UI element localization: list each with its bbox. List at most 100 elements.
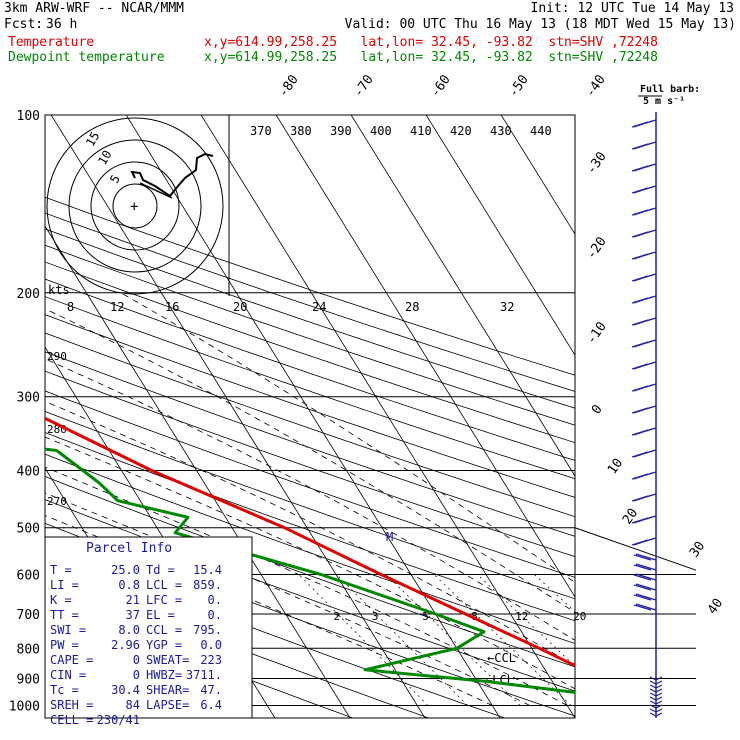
dry-adiabat — [45, 296, 575, 480]
wind-barb — [649, 680, 663, 685]
theta-label: 370 — [250, 124, 272, 138]
wind-speed-label: 28 — [405, 300, 419, 314]
barb-legend-unit: 5 m s⁻¹ — [643, 96, 685, 107]
wind-barb — [633, 593, 657, 601]
parcel-label: PW = — [50, 638, 79, 652]
pressure-label: 500 — [17, 522, 40, 537]
hodograph-ring — [46, 117, 224, 295]
forecast-label: Fcst: — [4, 17, 44, 32]
wind-barb — [631, 471, 657, 480]
dry-adiabat — [45, 332, 575, 518]
pressure-label: 1000 — [9, 699, 40, 714]
isotherm-line — [200, 115, 575, 718]
mixing-ratio-label: 20 — [573, 610, 586, 623]
theta-label: 270 — [47, 495, 67, 508]
wind-barb — [631, 361, 657, 370]
parcel-value: 0 — [133, 668, 140, 682]
dry-adiabat — [45, 411, 575, 600]
parcel-label: LCL = — [146, 578, 182, 592]
wind-barb — [631, 427, 657, 436]
isotherm-line — [125, 115, 501, 718]
parcel-value: 0.0 — [200, 638, 222, 652]
dry-adiabat — [45, 228, 575, 409]
isotherm-label: -60 — [428, 72, 454, 100]
parcel-value: 223 — [200, 653, 222, 667]
pressure-label: 600 — [17, 568, 40, 583]
mixing-ratio-label: 3 — [372, 610, 379, 623]
theta-label: 440 — [530, 124, 552, 138]
parcel-label: SHEAR= — [146, 683, 189, 697]
parcel-value: 2.96 — [111, 638, 140, 652]
hodograph-ring — [112, 183, 158, 229]
hodograph-ring-label: 5 — [107, 172, 123, 185]
hodograph-center: + — [130, 199, 138, 215]
dry-adiabat — [45, 476, 575, 668]
parcel-label: EL = — [146, 608, 175, 622]
valid-time: Valid: 00 UTC Thu 16 May 13 (18 MDT Wed … — [344, 17, 736, 32]
parcel-label: CAPE = — [50, 653, 93, 667]
wind-speed-label: 20 — [233, 300, 247, 314]
wind-barb — [649, 704, 663, 709]
parcel-label: K = — [50, 593, 72, 607]
m-marker: M — [386, 530, 393, 544]
hodograph-unit-label: kts — [48, 283, 70, 297]
wind-barb — [633, 573, 657, 581]
wind-barb — [631, 405, 657, 414]
parcel-label: SWEAT= — [146, 653, 189, 667]
parcel-value: 84 — [126, 698, 140, 712]
parcel-label: Td = — [146, 563, 175, 577]
hodograph-trace — [130, 152, 214, 198]
isotherm-label: -20 — [584, 234, 610, 262]
sounding-traces — [45, 416, 575, 695]
hodograph-ring-label: 15 — [83, 129, 102, 149]
wind-barb — [633, 563, 657, 571]
isotherm-label: -80 — [276, 72, 302, 100]
isotherm-line — [45, 709, 51, 718]
mixing-ratio-line — [336, 574, 468, 706]
dry-adiabat — [45, 196, 575, 376]
theta-label: 420 — [450, 124, 472, 138]
dry-adiabat — [45, 244, 575, 426]
wind-barb — [633, 583, 657, 591]
wind-barb — [631, 185, 657, 194]
parcel-box-frame — [44, 536, 253, 719]
parcel-label: LI = — [50, 578, 79, 592]
parcel-value: 0.8 — [118, 578, 140, 592]
dry-adiabat — [45, 278, 575, 461]
wind-speed-label: 12 — [110, 300, 124, 314]
wind-barb — [649, 712, 663, 717]
legend-dewpoint-info: x,y=614.99,258.25 lat,lon= 32.45, -93.82… — [204, 50, 658, 65]
parcel-label: CCL = — [146, 623, 182, 637]
isotherm-label: 0 — [589, 402, 606, 417]
isotherm-label: 40 — [705, 596, 726, 617]
model-title: 3km ARW-WRF -- NCAR/MMM — [4, 1, 185, 16]
wind-barb — [631, 229, 657, 238]
parcel-label: YGP = — [146, 638, 182, 652]
isotherm-label: -30 — [584, 149, 610, 177]
isotherm-line — [500, 115, 575, 235]
wind-barb — [649, 676, 663, 681]
wind-barb — [631, 493, 657, 502]
hodograph-ring — [68, 139, 202, 273]
wind-barb — [631, 317, 657, 326]
wind-barb — [649, 700, 663, 705]
wind-barb — [631, 207, 657, 216]
parcel-label: LAPSE= — [146, 698, 189, 712]
dry-adiabat — [45, 212, 575, 392]
isotherm-label: -50 — [506, 72, 532, 100]
wind-barb — [631, 537, 657, 546]
parcel-value: 30.4 — [111, 683, 140, 697]
parcel-label: Tc = — [50, 683, 79, 697]
wind-speed-label: 32 — [500, 300, 514, 314]
theta-label: 400 — [370, 124, 392, 138]
wind-barb — [649, 688, 663, 693]
dry-adiabat — [45, 351, 575, 537]
isotherm-line — [425, 115, 575, 356]
wind-speed-label: 24 — [312, 300, 326, 314]
wind-barbs: Full barb:5 m s⁻¹ — [631, 84, 700, 718]
parcel-label: T = — [50, 563, 72, 577]
wind-barb — [631, 273, 657, 282]
parcel-info-box: Parcel Info T = 25.0 Td = 15.4 LI = 0.8 LCL = 85… — [44, 536, 253, 727]
